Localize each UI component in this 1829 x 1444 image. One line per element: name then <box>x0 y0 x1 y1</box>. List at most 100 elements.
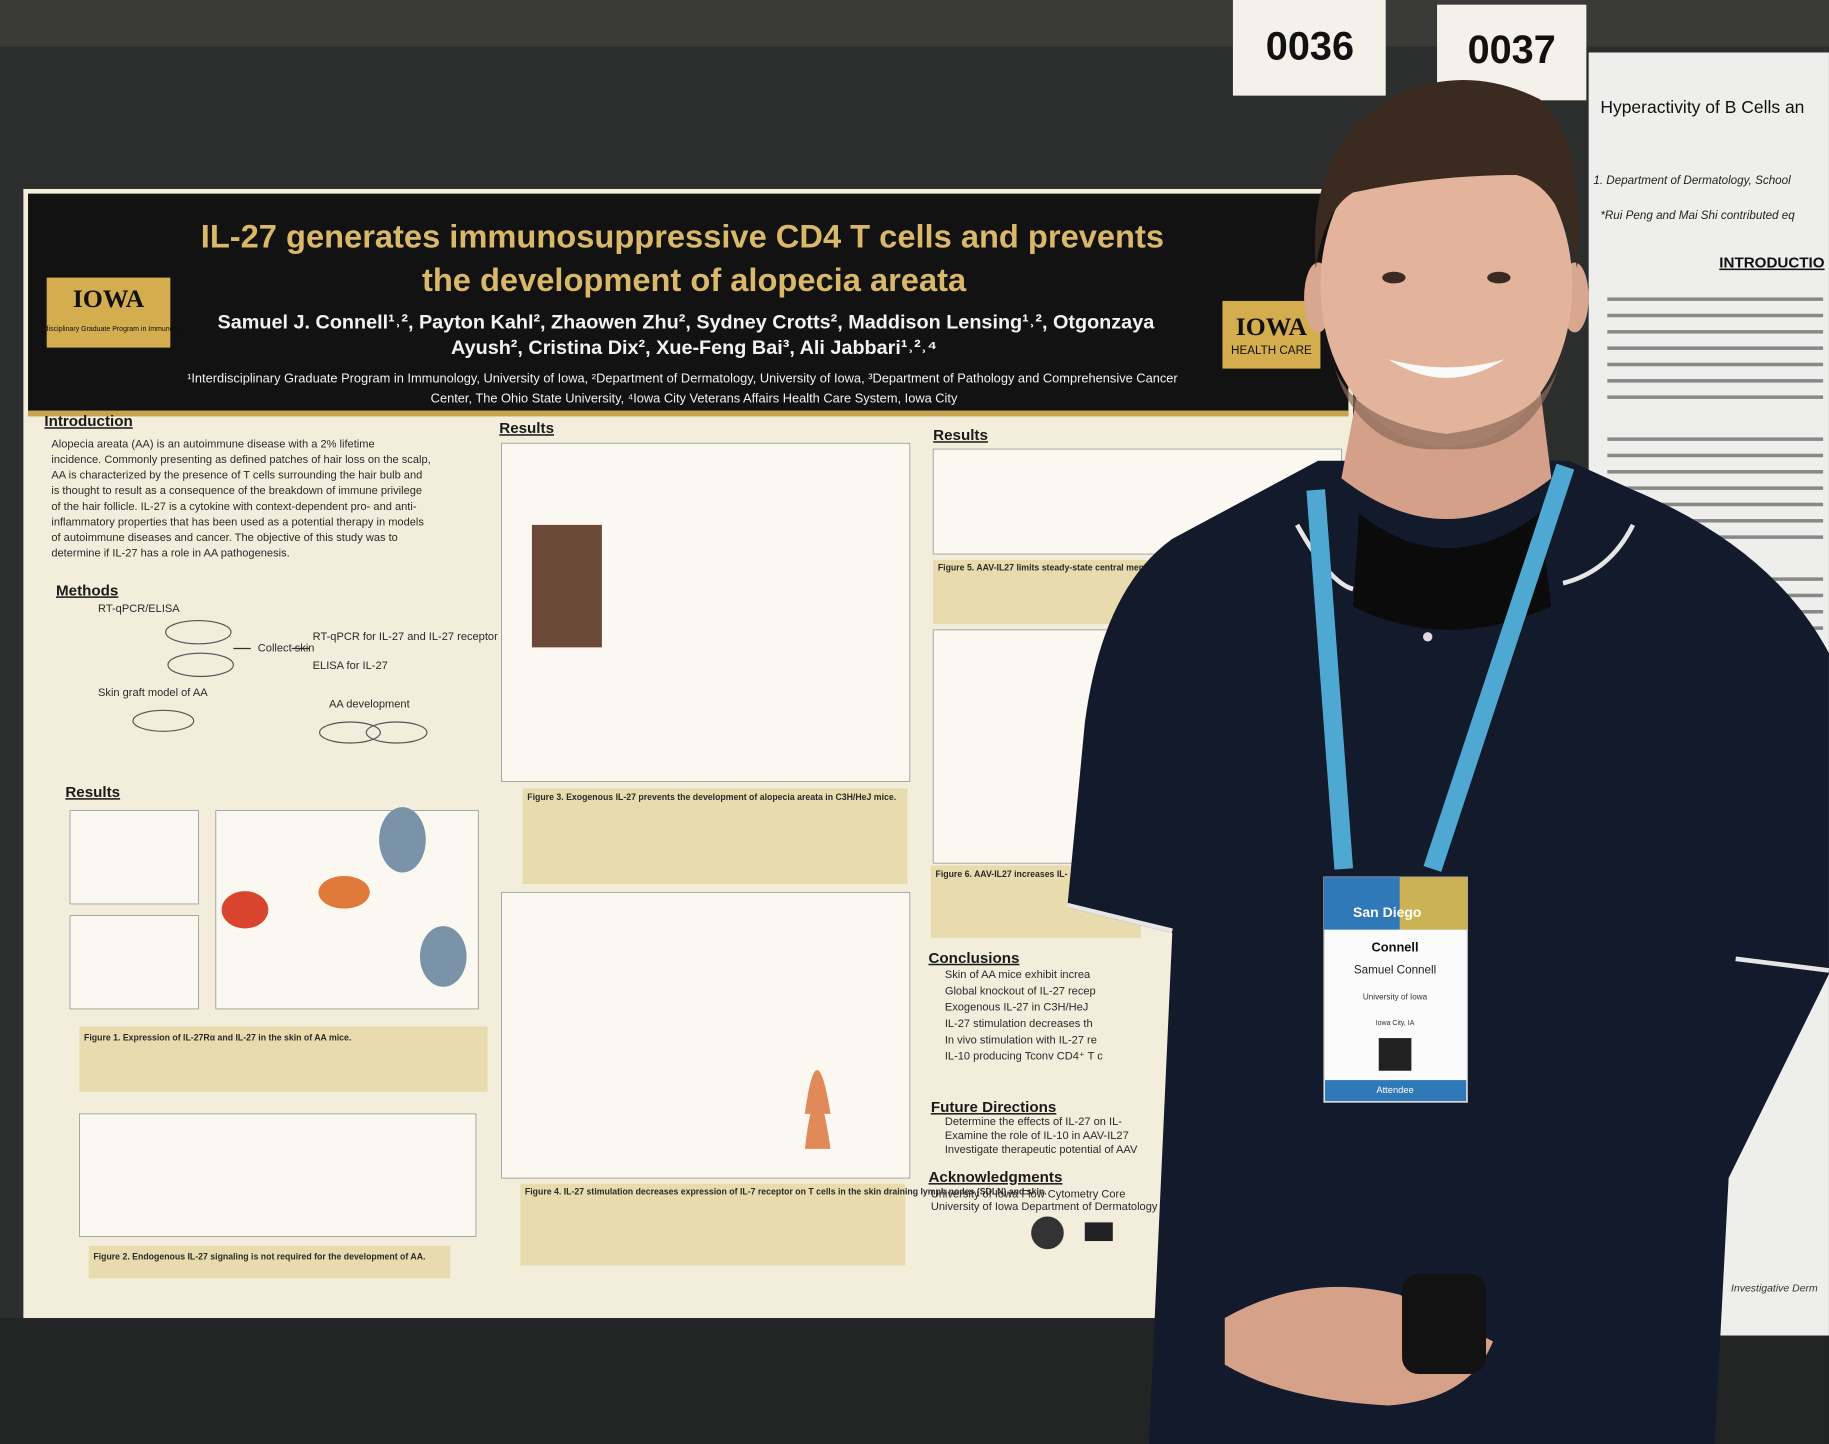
authors: Samuel J. Connell¹˒², Payton Kahl², Zhao… <box>218 311 1156 333</box>
poster-number: 0036 <box>1266 24 1354 68</box>
conclusion-item: Skin of AA mice exhibit increa <box>945 969 1091 981</box>
neighbor-text-block <box>1607 395 1824 399</box>
caption-box <box>522 788 908 885</box>
intro-text: of the hair follicle. IL-27 is a cytokin… <box>51 501 416 513</box>
badge-name: Connell <box>1372 940 1419 955</box>
umap-cluster <box>318 875 370 909</box>
neighbor-text-block <box>1607 519 1824 523</box>
future-item: Examine the role of IL-10 in AAV-IL27 <box>945 1130 1129 1142</box>
ack-item: University of Iowa Flow Cytometry Core <box>931 1188 1126 1200</box>
affiliations: Center, The Ohio State University, ⁴Iowa… <box>431 390 958 405</box>
logo-text: IOWA <box>1236 312 1308 341</box>
mouse-images <box>531 524 602 648</box>
neighbor-text-block <box>1607 297 1824 301</box>
sleeve-trim <box>1066 902 1173 934</box>
caption-box <box>520 1183 906 1266</box>
number-card <box>1232 0 1386 96</box>
section-heading: Future Directions <box>931 1099 1056 1116</box>
badge-role: Attendee <box>1376 1085 1413 1095</box>
intro-text: of autoimmune diseases and cancer. The o… <box>51 532 398 544</box>
section-heading: Acknowledgments <box>928 1169 1062 1186</box>
methods-label: ELISA for IL-27 <box>313 660 388 672</box>
neighbor-footer: Investigative Derm <box>1731 1284 1818 1295</box>
section-heading: Conclusions <box>928 950 1019 967</box>
figure-caption: Figure 6. AAV-IL27 increases IL- <box>935 869 1067 879</box>
neighbor-text-block <box>1607 379 1824 383</box>
poster-title: the development of alopecia areata <box>422 261 967 298</box>
neighbor-text-block <box>1607 330 1824 334</box>
figure-caption: Figure 1. Expression of IL-27Rα and IL-2… <box>84 1032 351 1042</box>
neighbor-title: Hyperactivity of B Cells an <box>1600 97 1804 117</box>
figure-caption: Figure 2. Endogenous IL-27 signaling is … <box>93 1252 425 1262</box>
header-rule <box>28 410 1349 417</box>
logo-subtext: HEALTH CARE <box>1231 344 1312 357</box>
section-heading: Methods <box>56 582 118 599</box>
umap-cluster <box>221 891 269 929</box>
section-heading: Introduction <box>44 413 132 430</box>
figure-panel <box>501 891 911 1179</box>
caption-box <box>79 1026 488 1092</box>
poster-number: 0037 <box>1468 28 1556 72</box>
iowa-logo <box>46 277 171 348</box>
lanyard <box>1423 463 1575 872</box>
figure-caption: Figure 4. IL-27 stimulation decreases ex… <box>525 1186 1047 1196</box>
button <box>1423 632 1433 642</box>
umap-cluster <box>379 807 426 873</box>
neighbor-note: *Rui Peng and Mai Shi contributed eq <box>1600 209 1795 222</box>
section-heading: Results <box>499 420 554 437</box>
intro-text: is thought to result as a consequence of… <box>51 485 422 497</box>
conclusion-item: In vivo stimulation with IL-27 re <box>945 1034 1097 1046</box>
conclusion-item: IL-27 stimulation decreases th <box>945 1018 1093 1030</box>
histogram-shape <box>804 1070 831 1149</box>
intro-text: Alopecia areata (AA) is an autoimmune di… <box>51 438 374 450</box>
poster-header <box>28 193 1349 416</box>
section-heading: Results <box>65 784 120 801</box>
nih-logo <box>1084 1222 1113 1242</box>
neighbor-text-block <box>1607 453 1824 458</box>
figure-caption: Figure 3. Exogenous IL-27 prevents the d… <box>527 792 896 802</box>
methods-diagram <box>132 619 428 744</box>
figure-panel <box>79 1113 477 1237</box>
eye <box>1382 271 1406 284</box>
future-item: Determine the effects of IL-27 on IL- <box>945 1116 1122 1128</box>
conclusion-item: Global knockout of IL-27 recep <box>945 985 1096 997</box>
section-heading: Results <box>933 427 988 444</box>
affiliations: ¹Interdisciplinary Graduate Program in I… <box>187 370 1178 385</box>
poster-title: IL-27 generates immunosuppressive CD4 T … <box>201 218 1164 255</box>
neighbor-heading: INTRODUCTIO <box>1719 255 1824 272</box>
logo-subtext: Interdisciplinary Graduate Program in Im… <box>31 326 187 333</box>
neighbor-affiliation: 1. Department of Dermatology, School <box>1593 174 1791 187</box>
undershirt <box>1353 513 1552 630</box>
lanyard <box>1306 489 1354 870</box>
badge-city: Iowa City, IA <box>1376 1020 1415 1027</box>
badge-full-name: Samuel Connell <box>1354 964 1436 977</box>
intro-text: determine if IL-27 has a role in AA path… <box>51 548 289 560</box>
intro-text: inflammatory properties that has been us… <box>51 516 424 528</box>
figure-panel <box>69 810 199 905</box>
neighbor-text-block <box>1607 346 1824 350</box>
intro-text: incidence. Commonly presenting as define… <box>51 454 430 466</box>
figure-caption: Figure 5. AAV-IL27 limits steady-state c… <box>938 562 1185 572</box>
authors: Ayush², Cristina Dix², Xue-Feng Bai³, Al… <box>451 337 937 359</box>
hair <box>1314 80 1579 269</box>
badge-footer <box>1325 1080 1467 1102</box>
figure-panel <box>69 915 199 1010</box>
eye <box>1487 271 1511 284</box>
methods-label: AA development <box>329 698 410 710</box>
methods-label: RT-qPCR for IL-27 and IL-27 receptor α (… <box>313 631 558 643</box>
neighbor-text-block <box>1607 313 1824 318</box>
neighbor-text-block <box>1607 362 1824 367</box>
beard <box>1329 349 1564 450</box>
face <box>1320 124 1573 447</box>
methods-label: Skin graft model of AA <box>98 687 208 699</box>
badge-affiliation: University of Iowa <box>1363 992 1428 1001</box>
conclusion-item: IL-10 producing Tconv CD4⁺ T c <box>945 1051 1103 1063</box>
methods-label: Collect skin <box>258 642 315 654</box>
neighbor-text-block <box>1607 470 1824 474</box>
badge-header-accent <box>1399 877 1468 930</box>
watch <box>1402 1273 1487 1375</box>
caption-box <box>88 1245 451 1279</box>
neighbor-text-block <box>1607 502 1824 507</box>
neighbor-text-block <box>1607 437 1824 441</box>
